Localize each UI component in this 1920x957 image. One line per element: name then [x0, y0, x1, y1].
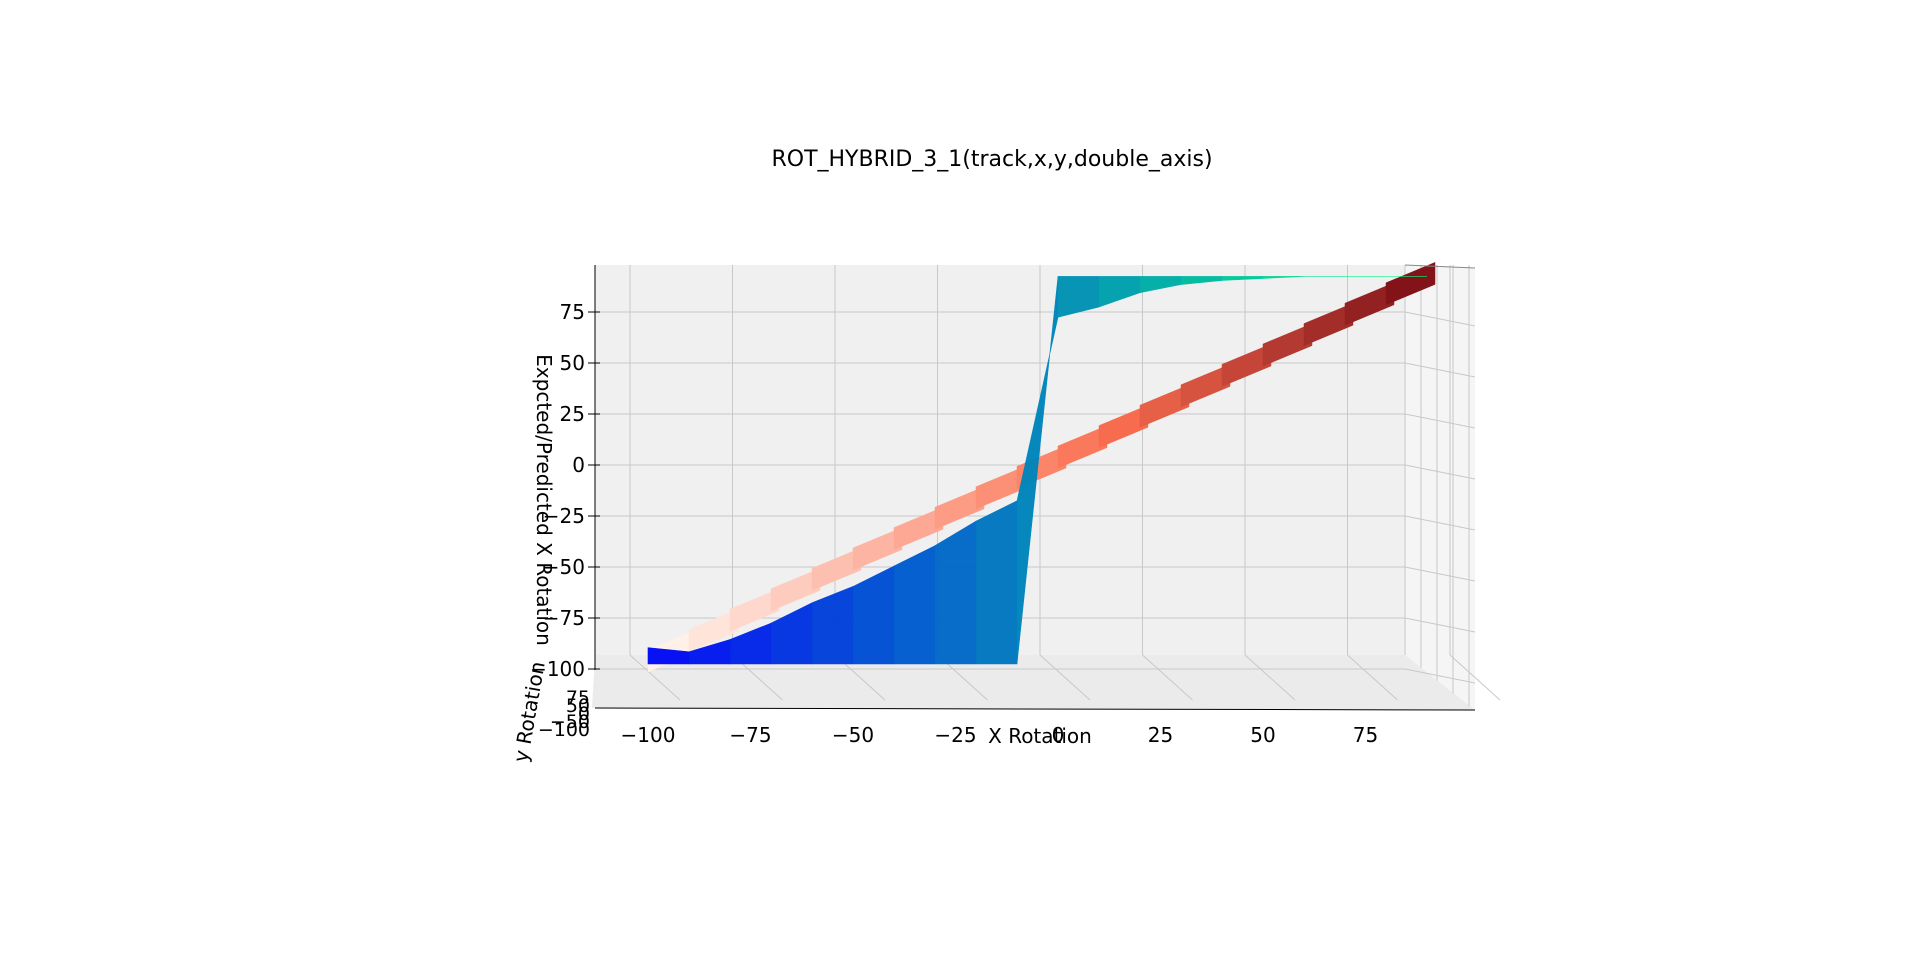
- z-tick-label: 25: [560, 402, 585, 426]
- chart-title: ROT_HYBRID_3_1(track,x,y,double_axis): [771, 147, 1212, 172]
- x-floor-gridline: [629, 654, 681, 701]
- z-tick-label: −100: [530, 657, 585, 681]
- red-surface-facet: [1139, 384, 1190, 428]
- red-surface-facet: [1221, 343, 1272, 387]
- axes-lines: [594, 264, 1476, 711]
- z-tick-label: −50: [543, 555, 585, 579]
- x-tick-label: 75: [1353, 723, 1378, 747]
- z-tick-label: 50: [560, 351, 585, 375]
- red-surface-facet: [1262, 323, 1313, 367]
- x-tick-label: 0: [1052, 723, 1065, 747]
- x-tick-label: −25: [934, 723, 976, 747]
- red-surface-facet: [811, 547, 862, 591]
- red-surface-facet: [852, 527, 903, 571]
- z-side-gridline: [1404, 362, 1476, 378]
- red-surface-facet: [1385, 262, 1436, 306]
- x-floor-gridline: [1244, 654, 1296, 701]
- x-tick-label: −75: [729, 723, 771, 747]
- x-floor-gridline: [1449, 654, 1501, 701]
- x-tick-label: −50: [832, 723, 874, 747]
- x-floor-gridline: [1347, 654, 1398, 701]
- x-axis-label: X Rotation: [988, 724, 1092, 748]
- z-tick-label: 75: [560, 300, 585, 324]
- x-tick-label: 25: [1148, 723, 1173, 747]
- red-surface-facet: [1098, 404, 1149, 448]
- z-tick-label: 0: [572, 453, 585, 477]
- y-tick-label: −50: [550, 711, 590, 733]
- y-tick-label: −100: [538, 719, 590, 741]
- x-tick-label: 50: [1250, 723, 1275, 747]
- winter-surface-facet: [893, 545, 936, 665]
- tick-labels: −100 −75 −50 −25 0 25 50 75−100−75−50−250255075…: [530, 300, 1378, 747]
- red-surface-facet: [1344, 282, 1395, 326]
- x-axis-line: [594, 707, 1476, 711]
- red-surface-facet: [1303, 302, 1354, 346]
- surface-plot: [647, 262, 1436, 673]
- red-surface-facet: [688, 608, 739, 652]
- z-tick-label: −25: [543, 504, 585, 528]
- x-tick-label: −100: [621, 723, 676, 747]
- y-axis-label: y Rotation: [508, 660, 549, 764]
- winter-surface-facet: [934, 520, 977, 665]
- z-axis-label: Expcted/Predicted X Rotation: [532, 354, 556, 646]
- side-pane: [1405, 265, 1475, 710]
- winter-surface-facet: [975, 500, 1018, 665]
- winter-surface-facet: [1262, 276, 1305, 279]
- red-surface-facet: [729, 588, 780, 632]
- y-tick-label: 75: [566, 687, 590, 709]
- red-surface-facet: [934, 486, 985, 530]
- z-side-gridline: [1404, 617, 1476, 633]
- top-edge-line: [1404, 264, 1476, 269]
- red-surface-facet: [770, 568, 821, 612]
- z-side-gridline: [1404, 311, 1476, 327]
- y-tick-label: 50: [566, 695, 590, 717]
- z-tick-label: −75: [543, 606, 585, 630]
- x-floor-gridline: [1039, 654, 1091, 701]
- z-side-gridline: [1404, 566, 1476, 582]
- x-floor-gridline: [1142, 654, 1193, 701]
- z-side-gridline: [1404, 515, 1476, 531]
- z-side-gridline: [1404, 413, 1476, 429]
- red-surface-facet: [1180, 364, 1231, 408]
- y-tick-label: 0: [578, 703, 590, 725]
- red-surface-facet: [1057, 425, 1108, 469]
- z-side-gridline: [1404, 668, 1476, 684]
- red-surface-facet: [893, 506, 944, 550]
- z-side-gridline: [1404, 464, 1476, 480]
